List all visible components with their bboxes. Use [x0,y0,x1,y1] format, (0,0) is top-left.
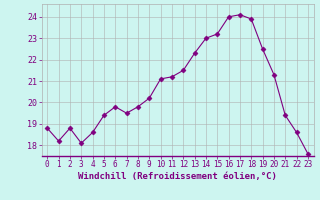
X-axis label: Windchill (Refroidissement éolien,°C): Windchill (Refroidissement éolien,°C) [78,172,277,181]
